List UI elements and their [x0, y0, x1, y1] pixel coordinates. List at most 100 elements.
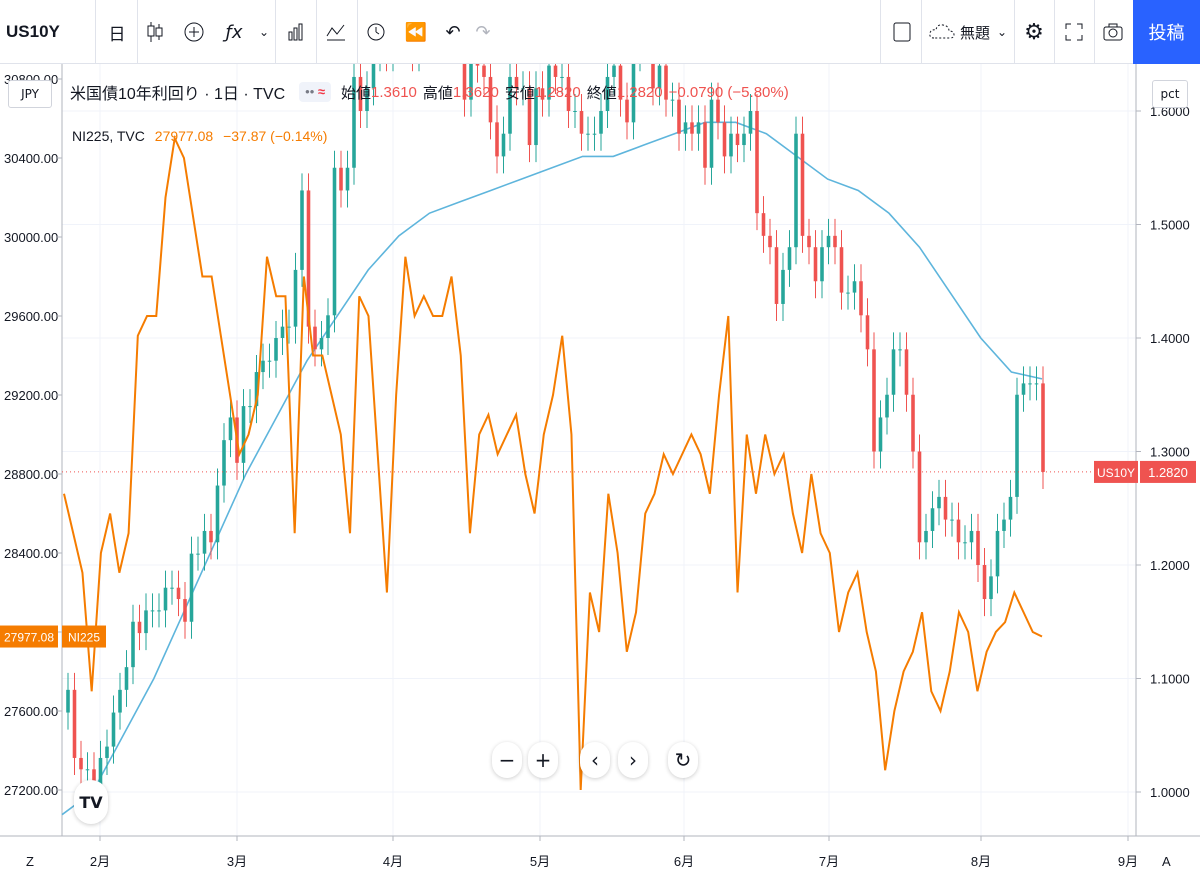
candle-body — [885, 394, 889, 418]
cloud-icon[interactable] — [926, 0, 958, 64]
candle-body — [462, 64, 467, 100]
candle-body — [833, 235, 837, 248]
candle-body — [664, 65, 668, 100]
unit-button[interactable]: pct — [1152, 80, 1188, 108]
reset-chart-button[interactable]: ↻ — [668, 742, 698, 778]
interval-button[interactable]: 日 — [108, 24, 126, 44]
main-series-title[interactable]: 米国債10年利回り · 1日 · TVC — [70, 86, 286, 103]
candle-body — [339, 167, 343, 191]
x-tick-label: 4月 — [383, 854, 403, 869]
undo-icon[interactable]: ↶ — [445, 21, 461, 43]
candle-body — [729, 133, 733, 157]
candle-body — [150, 610, 155, 612]
candle-body — [79, 757, 83, 770]
symbol-search[interactable]: US10Y — [0, 0, 96, 64]
candle-body — [345, 167, 350, 191]
layout-name[interactable]: 無題 — [959, 24, 990, 42]
candle-body — [807, 235, 811, 248]
chart-canvas[interactable]: 1.00001.10001.20001.30001.40001.50001.60… — [0, 64, 1200, 875]
candle-body — [1041, 383, 1045, 472]
candle-body — [118, 689, 122, 713]
candle-body — [989, 576, 993, 600]
templates-icon[interactable] — [322, 0, 350, 64]
candle-body — [826, 235, 831, 248]
candle-body — [365, 88, 369, 111]
candle-body — [781, 269, 785, 304]
layout-icon[interactable] — [888, 0, 916, 64]
low-label: 安値 — [504, 84, 535, 102]
candle-body — [274, 338, 278, 361]
candle-body — [144, 610, 148, 634]
candle-body — [280, 326, 285, 338]
compare-series-value: 27977.08 — [154, 128, 214, 144]
alert-icon[interactable] — [362, 0, 390, 64]
publish-button[interactable]: 投稿 — [1133, 0, 1200, 64]
redo-icon[interactable]: ↷ — [475, 21, 491, 43]
candle-body — [540, 88, 545, 100]
left-tick-label: 30400.00 — [4, 151, 58, 166]
add-compare-icon[interactable] — [180, 0, 208, 64]
candle-body — [306, 190, 311, 327]
chart-type-icon[interactable] — [282, 0, 310, 64]
settings-icon[interactable]: ⚙ — [1024, 19, 1044, 45]
chevron-down-icon[interactable]: ⌄ — [996, 25, 1008, 39]
replay-icon[interactable]: ⏪ — [404, 21, 428, 43]
candle-body — [625, 99, 629, 123]
screenshot-icon[interactable] — [1098, 0, 1128, 64]
candle-body — [1021, 383, 1026, 395]
scroll-right-button[interactable]: › — [618, 742, 648, 778]
x-tick-label: 3月 — [227, 854, 247, 869]
candle-body — [768, 235, 772, 248]
candle-body — [72, 689, 77, 758]
candle-body — [586, 133, 590, 135]
candles-icon[interactable] — [141, 0, 169, 64]
left-tick-label: 30000.00 — [4, 230, 58, 245]
candle-body — [170, 587, 174, 589]
compare-series-legend: NI225, TVC 27977.08 −37.87 (−0.14%) — [72, 128, 327, 144]
tradingview-logo-icon[interactable]: TV — [74, 780, 108, 824]
candle-body — [982, 565, 987, 600]
currency-button[interactable]: JPY — [8, 80, 52, 108]
candle-body — [904, 349, 909, 395]
chevron-down-icon[interactable]: ⌄ — [258, 25, 270, 39]
right-tick-label: 1.5000 — [1150, 218, 1190, 233]
ni225-price-tag-value: 27977.08 — [4, 631, 54, 645]
legend-toggle-chip[interactable]: •• ≈ — [299, 82, 331, 102]
candle-body — [924, 530, 928, 543]
candle-body — [475, 64, 480, 66]
indicators-icon[interactable]: ƒx — [225, 21, 243, 43]
candle-body — [241, 406, 246, 463]
candle-body — [755, 111, 759, 214]
zoom-out-button[interactable]: − — [492, 742, 522, 778]
candle-body — [677, 99, 681, 134]
toolbar-divider — [921, 0, 922, 64]
candle-body — [215, 485, 220, 543]
toolbar-divider — [275, 0, 276, 64]
top-toolbar: US10Y 日 ƒx ⌄ ⏪ ↶ ↷ 無題 ⌄ ⚙ 投稿 — [0, 0, 1200, 64]
zoom-in-button[interactable]: + — [528, 742, 558, 778]
candle-body — [599, 111, 603, 134]
toolbar-divider — [137, 0, 138, 64]
candle-body — [358, 76, 363, 111]
candle-body — [98, 757, 103, 792]
toolbar-divider — [316, 0, 317, 64]
ni225-name-tag — [62, 625, 106, 648]
candle-body — [267, 360, 272, 362]
candle-body — [690, 122, 694, 134]
ni225-price-tag — [0, 625, 58, 648]
ni225-name-tag-label: NI225 — [68, 631, 100, 645]
candle-body — [963, 542, 967, 544]
candle-body — [527, 88, 532, 146]
scroll-left-button[interactable]: ‹ — [580, 742, 610, 778]
fullscreen-icon[interactable] — [1060, 0, 1088, 64]
candle-body — [703, 122, 707, 168]
candle-body — [261, 360, 265, 373]
candle-body — [66, 689, 70, 713]
compare-series-name[interactable]: NI225, TVC — [72, 128, 145, 144]
candle-body — [891, 349, 896, 395]
candle-body — [865, 315, 870, 350]
candle-body — [560, 76, 564, 78]
chart-area[interactable]: 1.0000 1.1000 1.2000 1.3000 1.4000 1.5000 1.60… — [0, 64, 1200, 875]
candle-body — [898, 349, 902, 351]
candle-body — [651, 64, 655, 89]
